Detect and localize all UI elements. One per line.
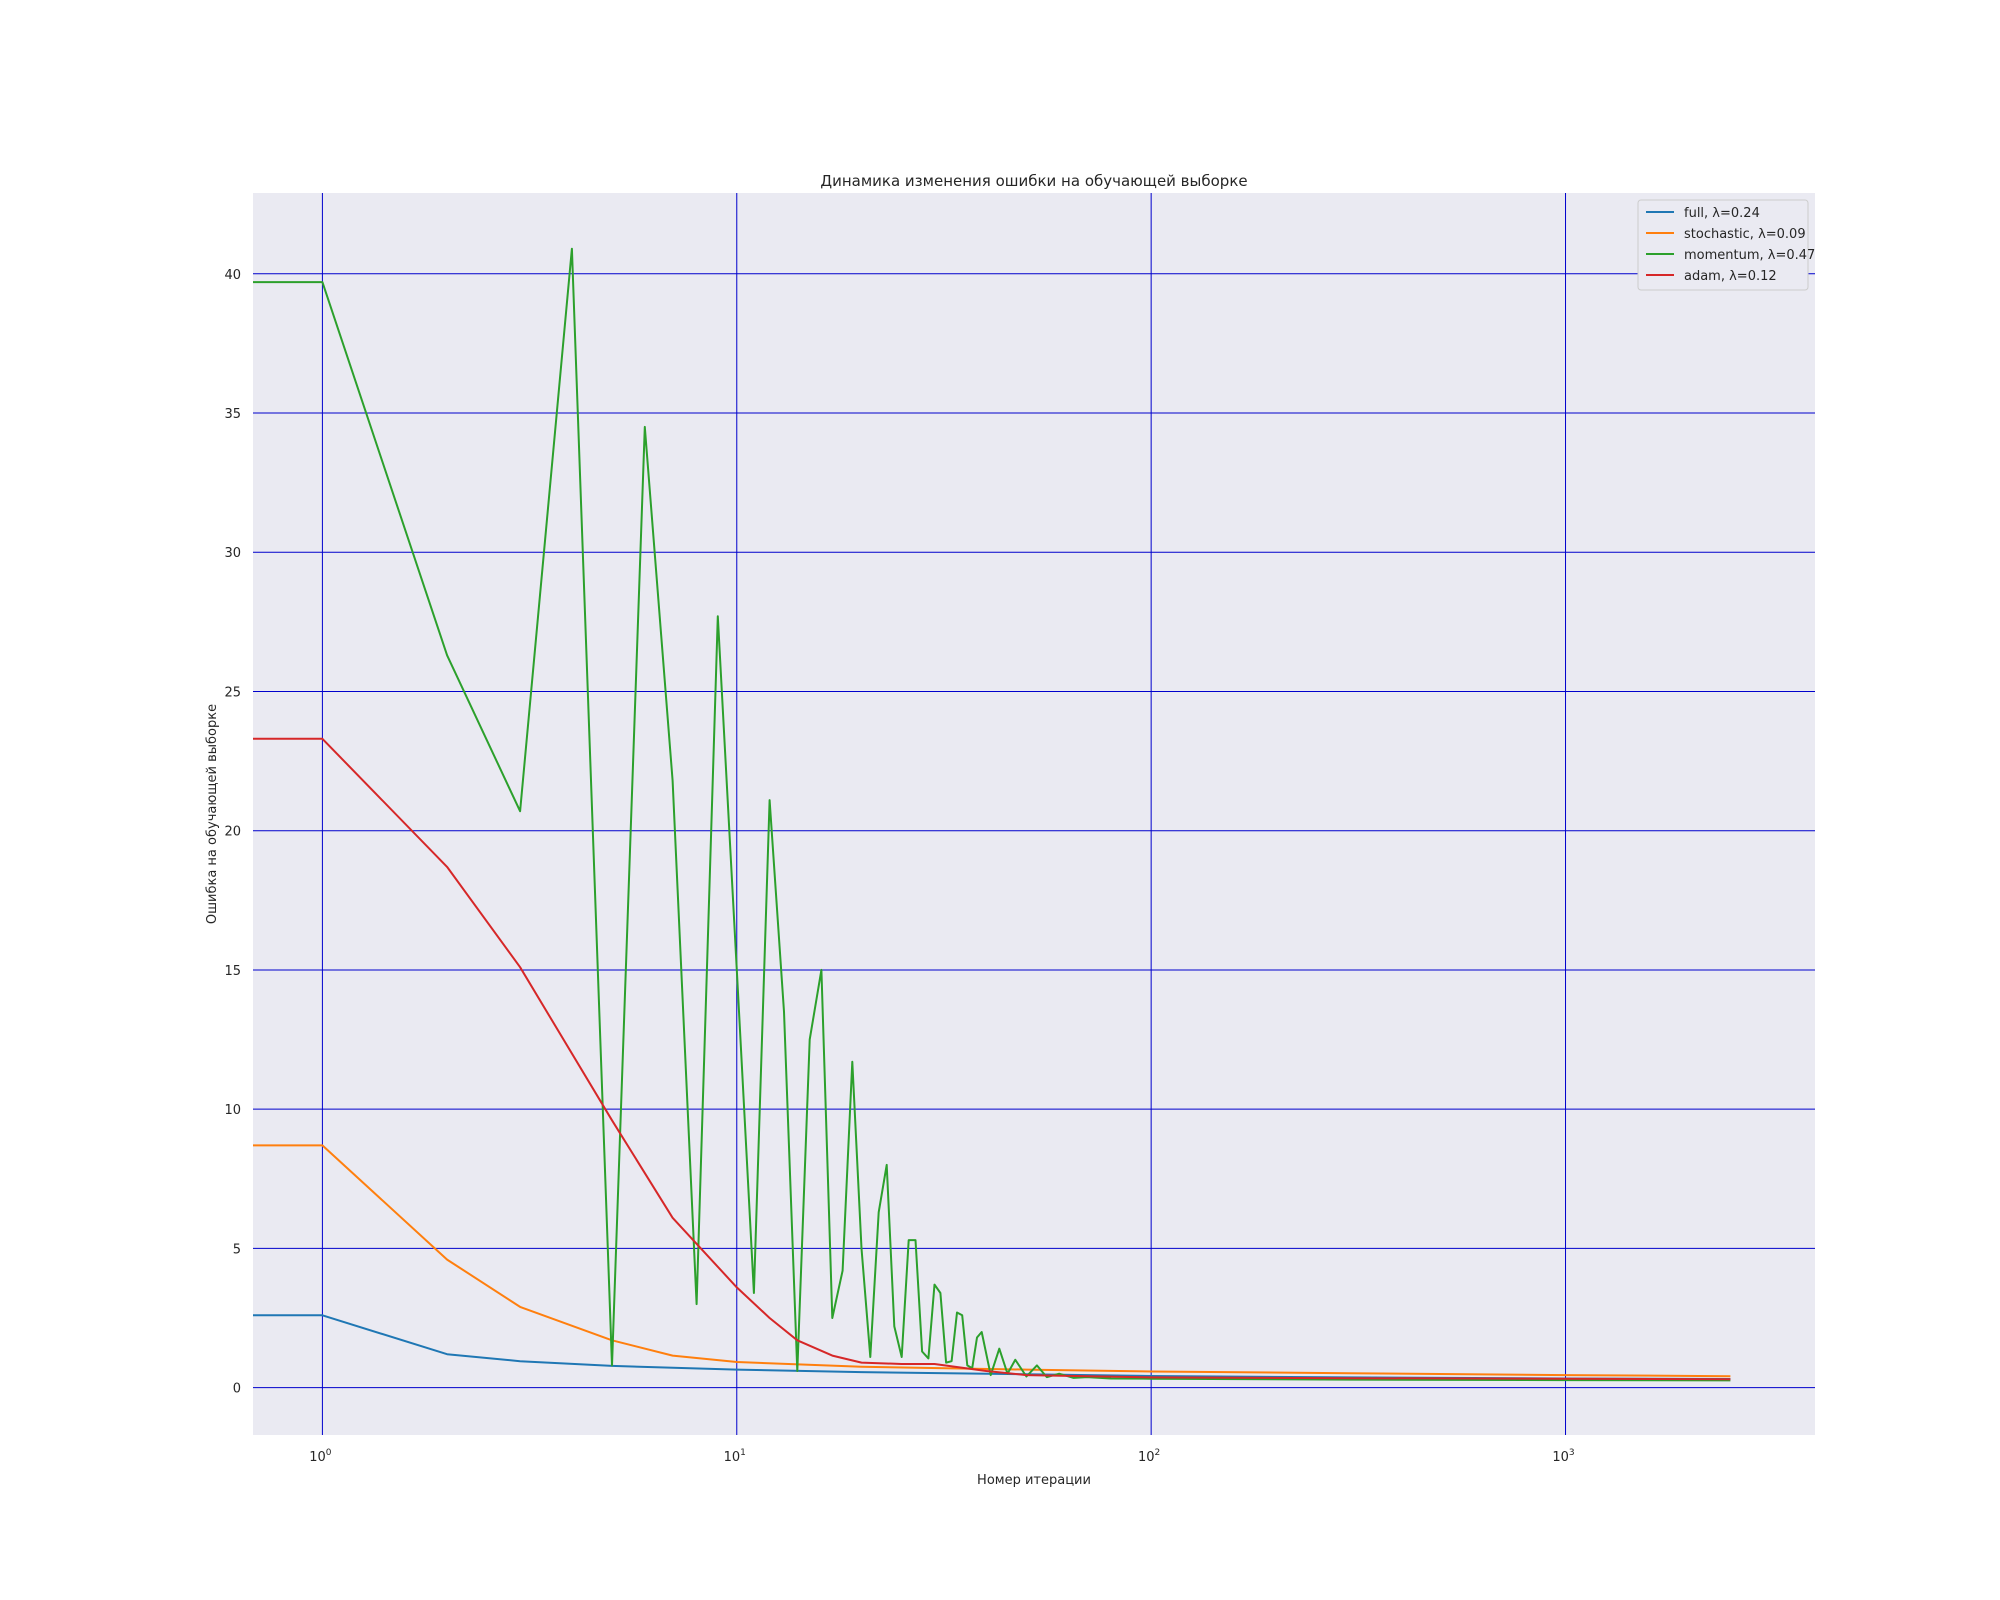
chart-title: Динамика изменения ошибки на обучающей в… [820,172,1247,190]
series-line-1 [253,1144,1731,1378]
x-tick-label: 100 [309,1448,332,1465]
legend-label: momentum, λ=0.47 [1684,248,1815,263]
y-tick-label: 40 [224,268,241,283]
series-line-2 [253,247,1731,1382]
y-tick-label: 0 [233,1382,241,1397]
series-lines [253,247,1731,1382]
legend-label: adam, λ=0.12 [1684,269,1777,284]
y-axis-label: Ошибка на обучающей выборке [205,704,220,924]
y-tick-label: 15 [224,964,241,979]
legend-label: stochastic, λ=0.09 [1684,227,1806,242]
y-tick-label: 20 [224,825,241,840]
x-tick-label: 102 [1138,1448,1160,1465]
x-tick-label: 103 [1552,1448,1574,1465]
grid [253,193,1815,1435]
legend-box [1637,199,1809,291]
y-tick-label: 10 [224,1103,241,1118]
legend-label: full, λ=0.24 [1684,206,1760,221]
x-axis-label: Номер итерации [977,1473,1091,1488]
ticks: 0 5 10 15 20 25 30 35 40 100 101 102 103 [224,268,1574,1465]
y-tick-label: 5 [233,1242,241,1257]
x-tick-label: 101 [724,1448,746,1465]
plot-background [253,193,1815,1435]
y-tick-label: 35 [224,407,241,422]
y-tick-label: 25 [224,685,241,700]
legend: full, λ=0.24 stochastic, λ=0.09 momentum, … [1637,199,1815,291]
series-line-3 [253,737,1731,1381]
y-tick-label: 30 [224,546,241,561]
